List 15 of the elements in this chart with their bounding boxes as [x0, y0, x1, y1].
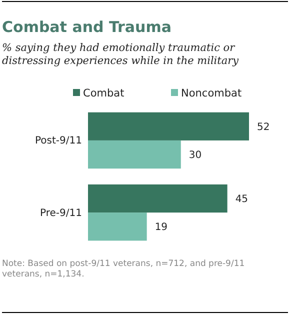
bar: [88, 140, 181, 169]
data-label: 30: [188, 150, 202, 162]
bar: [88, 212, 147, 241]
legend-label: Combat: [83, 88, 124, 100]
bar: [88, 112, 249, 140]
data-label: 52: [257, 122, 270, 133]
bar: [88, 184, 228, 213]
chart-subtitle: % saying they had emotionally traumatic or distressing experiences while in the military: [2, 42, 240, 68]
chart-title: Combat and Trauma: [2, 18, 172, 36]
legend-label: Noncombat: [181, 88, 242, 100]
data-label: 45: [235, 194, 248, 205]
text: Note: Based on post-9/11 veterans, n=712, and pre-9/11 veterans, n=1,134.: [2, 259, 245, 280]
data-label: 19: [154, 222, 168, 234]
y-tick-label: Post-9/11: [35, 136, 82, 147]
y-tick-label: Pre-9/11: [40, 208, 82, 219]
